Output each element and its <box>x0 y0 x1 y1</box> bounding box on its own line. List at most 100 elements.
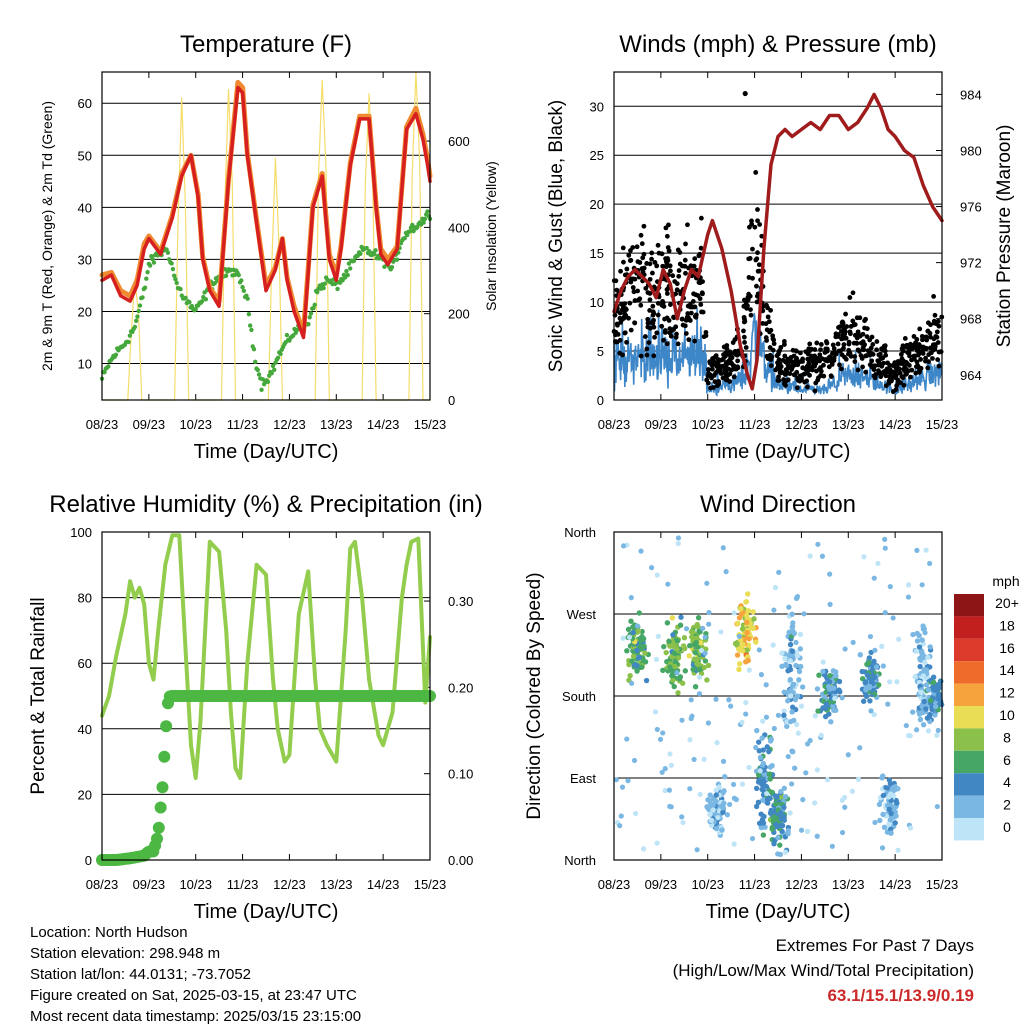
gust-point <box>854 340 860 346</box>
wdir-point <box>701 664 707 671</box>
wdir-point <box>705 662 712 669</box>
dewpoint-point <box>307 315 312 320</box>
gust-point <box>682 263 688 269</box>
gust-point <box>647 291 653 296</box>
gust-point <box>685 311 691 316</box>
dewpoint-point <box>133 318 139 324</box>
wdir-point <box>696 628 702 634</box>
wdir-point <box>634 668 640 674</box>
wdir-point <box>670 677 676 683</box>
wdir-point <box>892 809 898 815</box>
gust-point <box>666 222 671 228</box>
wdir-point <box>896 636 902 642</box>
gust-point <box>908 341 913 347</box>
gust-point <box>837 362 842 368</box>
gust-point <box>621 305 626 310</box>
gust-point <box>932 343 938 349</box>
wdir-point <box>681 635 688 641</box>
gust-point <box>906 362 912 368</box>
wdir-point <box>745 657 752 664</box>
gust-point <box>741 334 747 340</box>
dewpoint-point <box>364 245 369 251</box>
wdir-point <box>763 682 769 688</box>
gust-point <box>721 344 727 350</box>
wind-ytick-label: 20 <box>590 197 604 212</box>
wdir-point <box>785 753 791 760</box>
wdir-point <box>922 659 928 666</box>
gust-point <box>639 241 645 247</box>
wdir-point <box>679 717 685 723</box>
gust-point <box>688 263 694 269</box>
wdir-point <box>909 709 916 715</box>
wdir-point <box>788 719 794 725</box>
gust-point <box>659 251 665 257</box>
wdir-point <box>931 687 938 693</box>
wdir-point <box>932 703 939 710</box>
gust-point <box>709 366 715 372</box>
gust-point <box>903 370 909 376</box>
colorbar-swatch <box>954 594 984 617</box>
temp-title: Temperature (F) <box>180 31 352 58</box>
wdir-point <box>706 609 712 616</box>
gust-point <box>647 308 653 313</box>
colorbar-swatch <box>954 728 984 751</box>
dewpoint-point <box>193 306 198 312</box>
gust-point <box>843 311 848 317</box>
temp-xtick-label: 08/23 <box>86 417 119 432</box>
wdir-point <box>722 774 728 780</box>
gust-point <box>847 329 853 335</box>
gust-point <box>712 379 718 385</box>
wdir-point <box>720 809 726 816</box>
gust-point <box>776 378 782 383</box>
gust-point <box>638 232 644 238</box>
dewpoint-point <box>249 327 254 333</box>
dewpoint-point <box>340 278 345 283</box>
gust-point <box>670 273 676 279</box>
gust-point <box>764 338 770 343</box>
wdir-point <box>867 698 873 704</box>
wind-ytick-right-label: 972 <box>960 256 982 271</box>
gust-point <box>848 353 854 359</box>
wdir-point <box>695 614 702 621</box>
wdir-point <box>702 634 708 640</box>
wdir-point <box>789 648 796 654</box>
gust-point <box>666 318 672 323</box>
wdir-point <box>885 701 891 707</box>
gust-point <box>930 356 935 361</box>
dewpoint-point <box>113 352 119 358</box>
dewpoint-point <box>140 295 145 300</box>
gust-point <box>936 349 942 355</box>
gust-point <box>755 218 760 224</box>
wdir-point <box>930 679 937 685</box>
wdir-point <box>822 705 829 711</box>
wdir-point <box>782 793 789 800</box>
gust-point <box>638 353 644 359</box>
gust-point <box>809 367 815 373</box>
gust-point <box>782 353 788 359</box>
wdir-point <box>636 654 642 661</box>
gust-point <box>650 303 656 309</box>
gust-point <box>852 332 858 338</box>
gust-point <box>852 354 858 359</box>
wdir-point <box>695 644 701 651</box>
extremes-values: 63.1/15.1/13.9/0.19 <box>827 986 974 1005</box>
wdir-point <box>925 728 932 734</box>
gust-point <box>634 244 640 250</box>
relative-humidity-line <box>100 533 432 780</box>
dewpoint-point <box>127 333 133 338</box>
wdir-point <box>643 677 650 684</box>
wdir-point <box>789 611 795 617</box>
wdir-point <box>670 632 676 638</box>
gust-point <box>895 377 901 383</box>
gust-point <box>919 348 925 354</box>
wdir-point <box>796 668 803 675</box>
wdir-point <box>787 641 794 648</box>
wdir-point <box>753 744 759 751</box>
gust-point <box>835 341 841 347</box>
wdir-point <box>739 648 746 654</box>
gust-point <box>807 341 813 347</box>
wdir-point <box>797 646 804 652</box>
gust-point <box>882 372 888 377</box>
wdir-point <box>881 824 888 831</box>
wdir-point <box>785 668 791 674</box>
